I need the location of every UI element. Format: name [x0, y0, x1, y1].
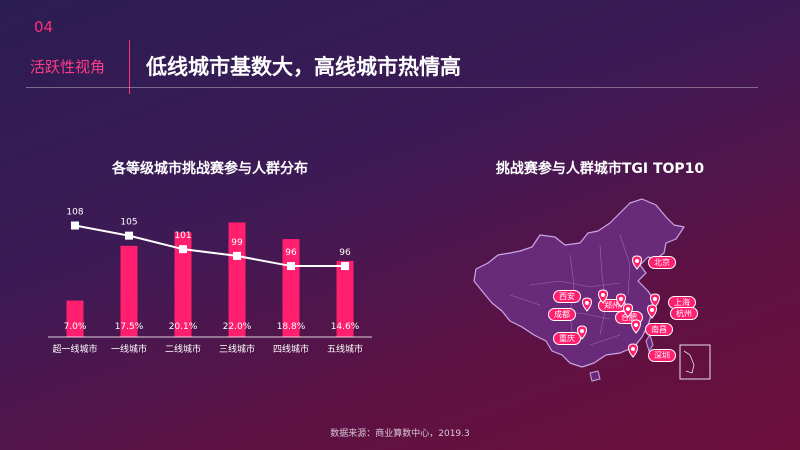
section-number: 04: [34, 18, 54, 36]
line-point: [125, 231, 133, 240]
south-sea-inset-shape: [683, 350, 695, 374]
map-title: 挑战赛参与人群城市TGI TOP10: [495, 161, 705, 177]
city-label-chengdu: 成都: [548, 308, 576, 321]
bar-value-label: 22.0%: [223, 322, 252, 332]
china-map: [473, 198, 711, 382]
line-value-label: 99: [231, 238, 243, 248]
x-tick-label: 一线城市: [111, 343, 147, 355]
bar: [174, 232, 192, 337]
line-series: [74, 224, 345, 268]
city-label-hefei: 合肥: [615, 311, 643, 324]
line-point: [233, 251, 241, 260]
city-label-shenzhen: 深圳: [648, 349, 676, 362]
data-source: 数据来源：商业算数中心，2019.3: [330, 429, 470, 439]
section-label: 活跃性视角: [30, 58, 106, 76]
bar: [336, 260, 354, 337]
header-rule: [26, 87, 758, 88]
bar: [228, 222, 246, 337]
bar: [282, 239, 300, 337]
taiwan-island: [645, 333, 654, 353]
x-tick-label: 超一线城市: [52, 343, 97, 355]
bar-value-label: 14.6%: [331, 322, 360, 332]
city-label-chongqing: 重庆: [553, 332, 581, 345]
line-point: [179, 245, 187, 254]
city-label-beijing: 北京: [648, 256, 676, 269]
x-tick-label: 二线城市: [165, 343, 201, 355]
city-label-nanchang: 南昌: [645, 323, 673, 336]
line-value-label: 96: [339, 248, 351, 258]
line-value-label: 108: [66, 208, 83, 218]
line-value-label: 101: [174, 231, 191, 241]
bar-value-label: 7.0%: [64, 322, 87, 332]
title-divider: [129, 40, 130, 94]
city-label-hangzhou: 杭州: [670, 307, 698, 320]
x-tick-label: 五线城市: [327, 343, 363, 355]
bar-value-label: 17.5%: [115, 322, 144, 332]
line-value-label: 105: [120, 218, 137, 228]
x-tick-label: 三线城市: [219, 343, 255, 355]
bar-chart-title: 各等级城市挑战赛参与人群分布: [112, 161, 308, 177]
line-value-label: 96: [285, 248, 297, 258]
line-point: [71, 221, 79, 230]
bar-value-label: 20.1%: [169, 322, 198, 332]
line-point: [341, 262, 349, 271]
bar: [120, 245, 138, 337]
bar-value-label: 18.8%: [277, 322, 306, 332]
bar: [66, 300, 84, 337]
south-sea-inset: [679, 344, 711, 380]
page-title: 低线城市基数大，高线城市热情高: [146, 55, 461, 79]
city-label-xian: 西安: [553, 290, 581, 303]
x-tick-label: 四线城市: [273, 343, 309, 355]
hainan-island: [589, 370, 601, 382]
line-point: [287, 262, 295, 271]
